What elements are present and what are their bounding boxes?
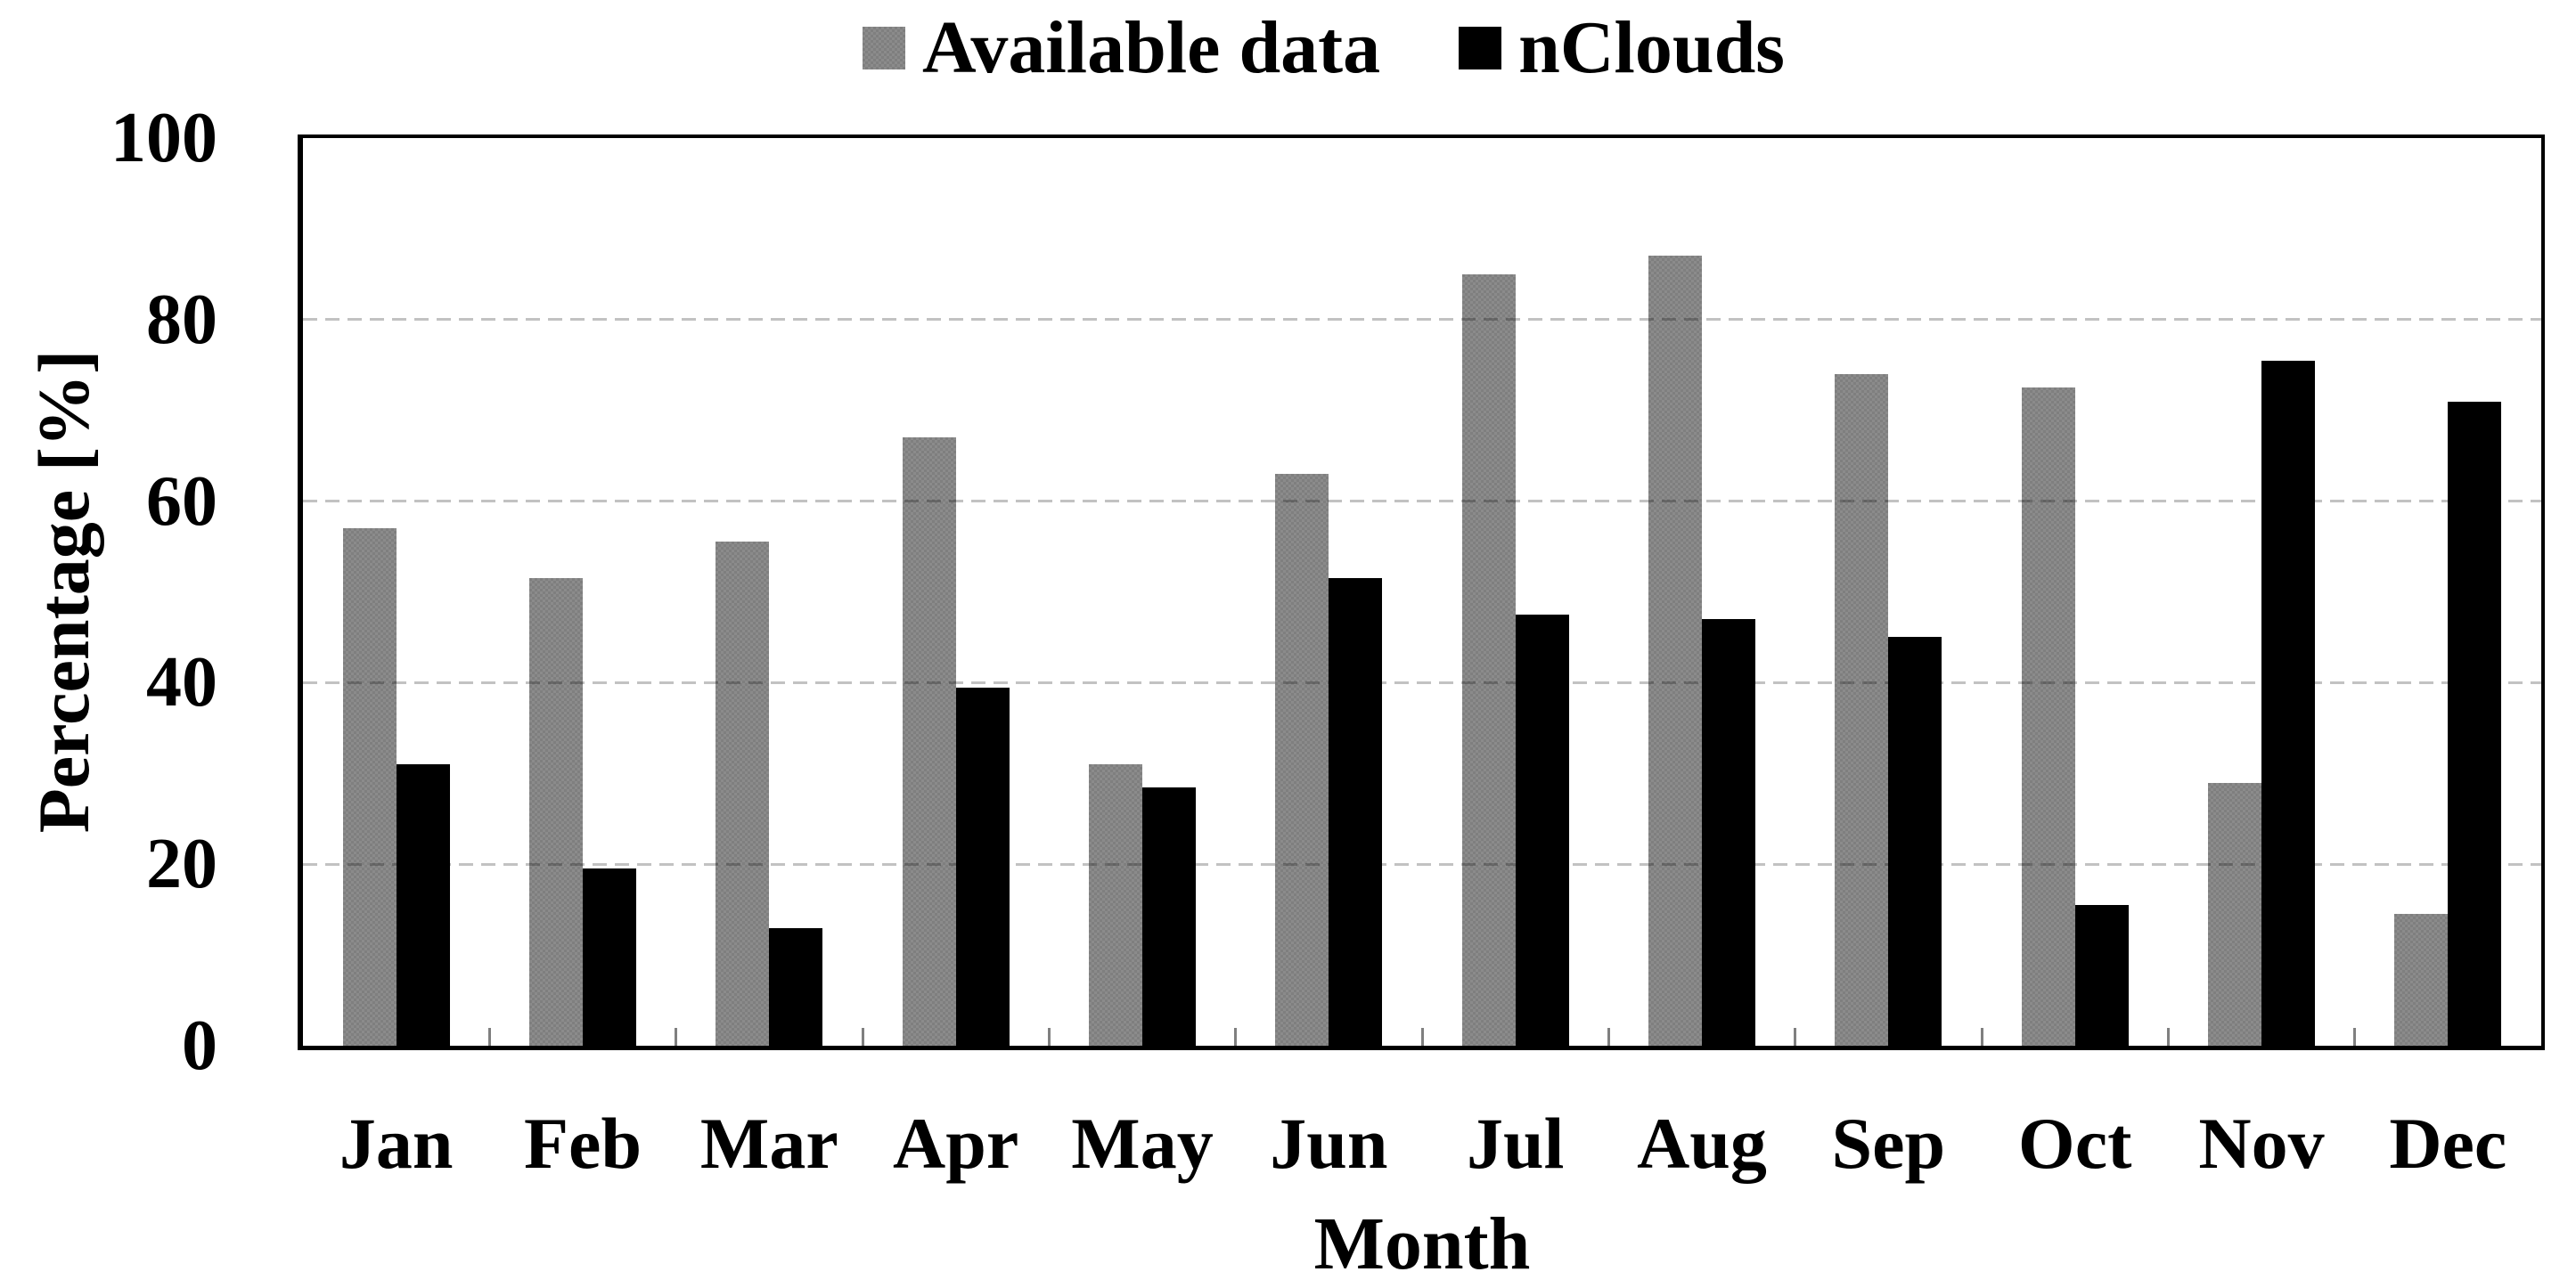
bar-available-data-mar	[716, 542, 770, 1046]
x-axis-tick	[1420, 1028, 1424, 1046]
bar-available-data-may	[1089, 764, 1142, 1046]
x-axis-tick	[1607, 1028, 1610, 1046]
bar-nclouds-jun	[1329, 578, 1383, 1046]
x-tick-label-aug: Aug	[1637, 1103, 1767, 1184]
bar-available-data-aug	[1648, 256, 1702, 1046]
x-axis-tick	[861, 1028, 864, 1046]
bar-available-data-apr	[902, 437, 956, 1046]
x-tick-label-jul: Jul	[1466, 1103, 1565, 1184]
bar-nclouds-jul	[1515, 614, 1569, 1046]
bar-nclouds-aug	[1702, 619, 1755, 1046]
x-tick-label-jun: Jun	[1270, 1103, 1388, 1184]
y-tick-label-60: 60	[146, 461, 217, 541]
bar-nclouds-dec	[2448, 401, 2502, 1046]
y-tick-label-100: 100	[110, 99, 217, 177]
x-tick-label-apr: Apr	[893, 1103, 1019, 1184]
y-tick-label-40: 40	[146, 643, 217, 722]
bar-available-data-sep	[1835, 373, 1889, 1046]
x-axis-tick	[1980, 1028, 1983, 1046]
y-tick-label-20: 20	[146, 825, 217, 904]
bar-nclouds-jan	[396, 764, 450, 1046]
x-axis-tick	[1794, 1028, 1797, 1046]
bar-nclouds-nov	[2261, 360, 2315, 1046]
bar-available-data-feb	[529, 578, 583, 1046]
gridline-80	[303, 318, 2541, 322]
legend: Available data nClouds	[863, 11, 1785, 86]
y-tick-label-0: 0	[182, 1007, 217, 1085]
bar-available-data-dec	[2394, 914, 2449, 1046]
legend-label-nclouds: nClouds	[1518, 6, 1785, 89]
x-axis-tick	[1234, 1028, 1238, 1046]
x-axis-tick	[2353, 1028, 2357, 1046]
legend-label-available-data: Available data	[922, 6, 1381, 89]
bar-nclouds-may	[1142, 787, 1196, 1046]
legend-swatch-nclouds	[1459, 27, 1502, 69]
bar-available-data-jun	[1275, 474, 1329, 1046]
gridline-60	[303, 500, 2541, 503]
x-tick-label-may: May	[1071, 1103, 1214, 1184]
x-tick-label-dec: Dec	[2389, 1103, 2507, 1184]
x-tick-label-jan: Jan	[339, 1103, 454, 1184]
x-axis-title: Month	[1313, 1203, 1531, 1280]
legend-item-nclouds: nClouds	[1459, 11, 1785, 86]
y-axis-title: Percentage [%]	[23, 349, 104, 834]
bar-nclouds-sep	[1888, 637, 1942, 1046]
x-axis-tick	[487, 1028, 491, 1046]
x-axis-tick	[2166, 1028, 2170, 1046]
bar-nclouds-oct	[2074, 905, 2129, 1046]
bar-nclouds-mar	[769, 927, 823, 1046]
x-tick-label-oct: Oct	[2017, 1103, 2132, 1184]
legend-swatch-available-data	[863, 27, 905, 69]
legend-item-available-data: Available data	[863, 11, 1380, 86]
y-tick-label-80: 80	[146, 280, 217, 359]
bar-available-data-jul	[1461, 273, 1516, 1046]
plot-area	[298, 135, 2545, 1050]
bar-available-data-jan	[342, 528, 397, 1046]
bar-available-data-oct	[2021, 387, 2075, 1046]
x-tick-label-sep: Sep	[1831, 1103, 1946, 1184]
gridline-20	[303, 862, 2541, 866]
x-axis-tick	[675, 1028, 678, 1046]
bar-available-data-nov	[2208, 782, 2261, 1046]
x-tick-label-nov: Nov	[2198, 1103, 2325, 1184]
x-axis-tick	[1047, 1028, 1051, 1046]
bar-nclouds-apr	[955, 687, 1010, 1046]
bar-nclouds-feb	[583, 868, 636, 1046]
gridline-40	[303, 681, 2541, 684]
x-tick-label-feb: Feb	[523, 1103, 642, 1184]
x-tick-label-mar: Mar	[699, 1103, 838, 1184]
